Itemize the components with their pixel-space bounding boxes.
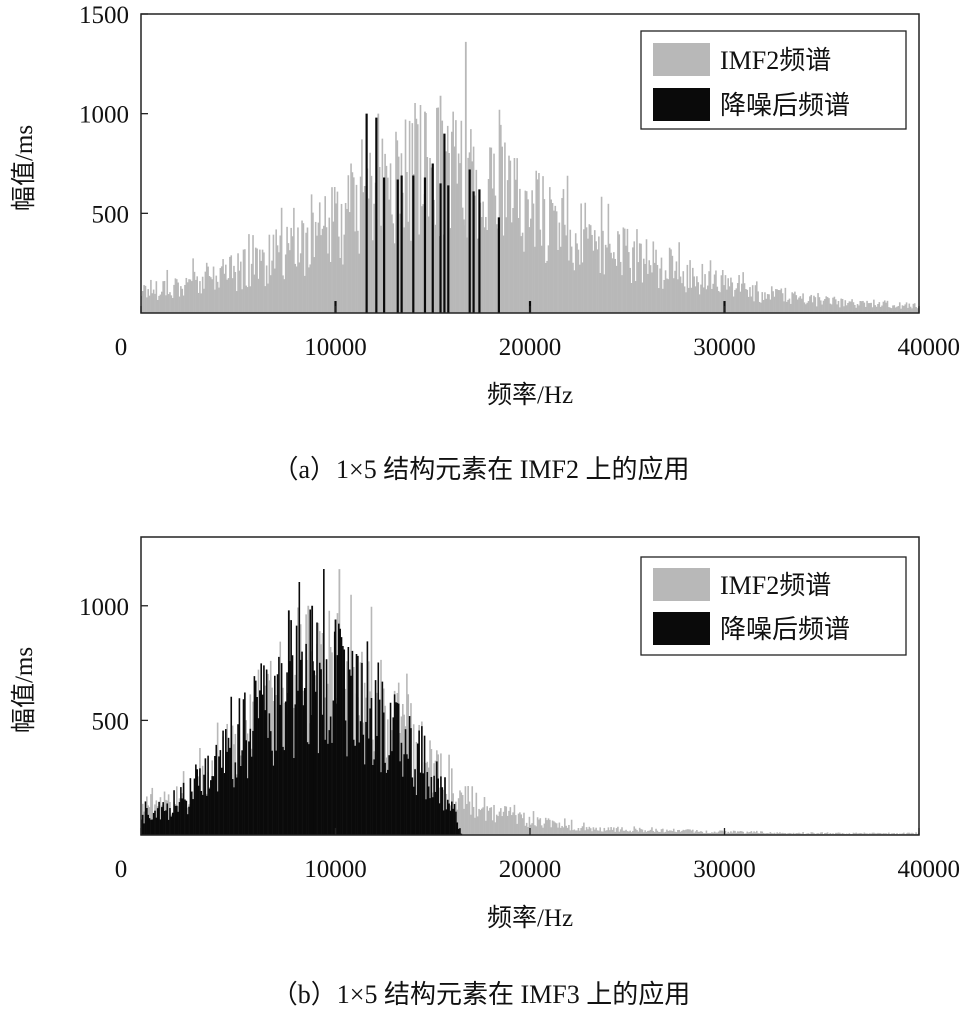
plot-a-legend-swatch-imf2 (653, 43, 710, 76)
plot-a-x-ticks: 0 10000 20000 30000 40000 (115, 306, 960, 361)
x-tick-label: 0 (115, 334, 128, 361)
y-tick-label: 500 (92, 201, 130, 228)
y-tick-label: 1000 (79, 102, 129, 129)
plot-a-caption: （a）1×5 结构元素在 IMF2 上的应用 (273, 455, 690, 484)
plot-b-denoised-bars (140, 569, 463, 835)
x-tick-label: 10000 (304, 334, 367, 361)
x-tick-label: 20000 (499, 856, 562, 883)
y-tick-label: 1000 (79, 594, 129, 621)
plot-a-denoised-bars (334, 113, 726, 313)
x-tick-label: 30000 (693, 856, 756, 883)
plot-b-x-ticks: 0 10000 20000 30000 40000 (115, 828, 960, 883)
y-tick-label: 1500 (79, 2, 129, 29)
plot-a-legend: IMF2频谱 降噪后频谱 (640, 30, 907, 130)
subplot-b: 500 1000 0 10000 20000 30000 40000 幅值/ms 频率/H… (10, 536, 960, 1009)
plot-b-y-axis-label: 幅值/ms (10, 647, 38, 733)
plot-a-legend-label-denoised: 降噪后频谱 (720, 91, 850, 120)
plot-a-y-axis-label: 幅值/ms (10, 125, 38, 211)
plot-b-y-ticks: 500 1000 (79, 594, 148, 735)
plot-b-x-axis-label: 频率/Hz (487, 904, 573, 932)
plot-a-bars (140, 41, 920, 313)
x-tick-label: 20000 (499, 334, 562, 361)
plot-b-legend-label-imf2: IMF2频谱 (720, 571, 831, 600)
x-tick-label: 40000 (898, 334, 961, 361)
plot-b-caption: （b）1×5 结构元素在 IMF3 上的应用 (272, 980, 690, 1009)
plot-a-y-ticks: 500 1000 1500 (79, 2, 148, 228)
plot-b-legend: IMF2频谱 降噪后频谱 (640, 556, 907, 656)
x-tick-label: 30000 (693, 334, 756, 361)
y-tick-label: 500 (92, 708, 130, 735)
plot-b-legend-swatch-imf2 (653, 568, 710, 601)
plot-a-x-axis-label: 频率/Hz (487, 381, 573, 409)
plot-a-legend-label-imf2: IMF2频谱 (720, 46, 831, 75)
plot-b-legend-label-denoised: 降噪后频谱 (720, 615, 850, 644)
x-tick-label: 40000 (898, 856, 961, 883)
plot-b-legend-swatch-denoised (653, 612, 710, 645)
x-tick-label: 0 (115, 856, 128, 883)
plot-a-legend-swatch-denoised (653, 88, 710, 121)
x-tick-label: 10000 (304, 856, 367, 883)
